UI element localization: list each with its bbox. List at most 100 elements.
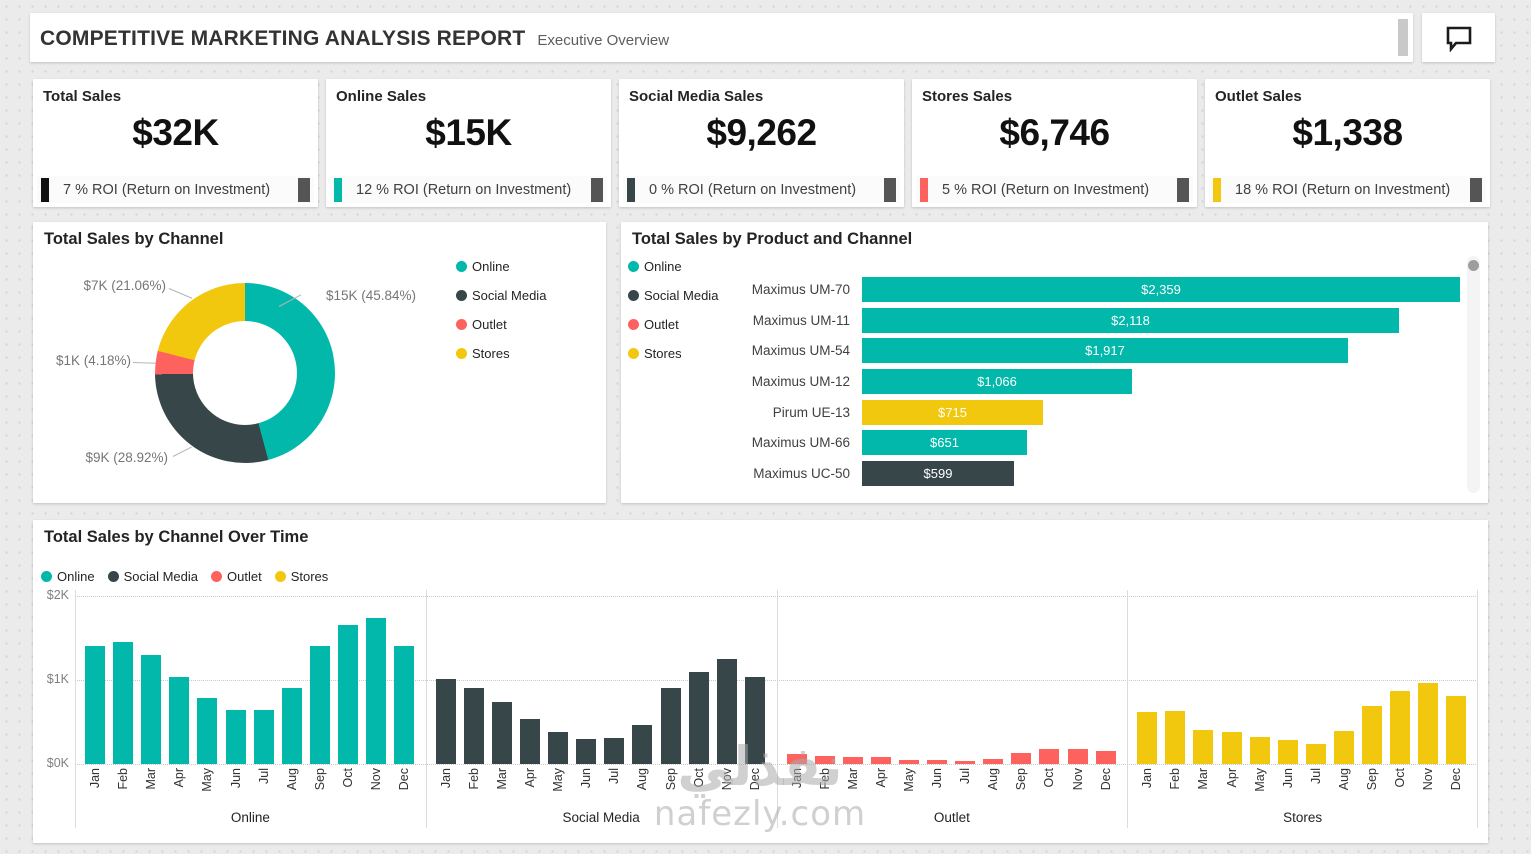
month-label: Aug — [1337, 768, 1351, 814]
kpi-card-stores-sales: Stores Sales $6,746 5 % ROI (Return on I… — [912, 79, 1197, 207]
column-bar[interactable] — [1039, 749, 1059, 764]
month-label: May — [1253, 768, 1267, 814]
product-bar[interactable]: $1,917 — [862, 338, 1348, 363]
column-bar[interactable] — [254, 710, 274, 764]
column-bar[interactable] — [843, 757, 863, 764]
column-bar[interactable] — [197, 698, 217, 764]
column-bar[interactable] — [604, 738, 624, 764]
column-bar[interactable] — [310, 646, 330, 764]
product-category-label: Pirum UE-13 — [621, 405, 862, 420]
kpi-value: $6,746 — [912, 112, 1197, 154]
column-bar[interactable] — [1250, 737, 1270, 764]
kpi-card-total-sales: Total Sales $32K 7 % ROI (Return on Inve… — [33, 79, 318, 207]
legend-item-online[interactable]: Online — [456, 252, 546, 281]
column-bar[interactable] — [717, 659, 737, 764]
legend-item-outlet[interactable]: Outlet — [211, 562, 262, 591]
roi-right-bar — [1177, 178, 1189, 202]
legend-item-outlet[interactable]: Outlet — [456, 310, 546, 339]
column-bar[interactable] — [1418, 683, 1438, 764]
column-bar[interactable] — [1068, 749, 1088, 764]
y-axis-tick: $2K — [37, 588, 69, 602]
column-bar[interactable] — [492, 702, 512, 764]
product-category-label: Maximus UM-66 — [621, 435, 862, 450]
month-label: Jun — [579, 768, 593, 814]
product-category-label: Maximus UM-12 — [621, 374, 862, 389]
product-bar[interactable]: $651 — [862, 430, 1027, 455]
column-bar[interactable] — [955, 761, 975, 764]
column-bar[interactable] — [1278, 740, 1298, 764]
column-bar[interactable] — [815, 756, 835, 764]
kpi-title: Total Sales — [33, 79, 318, 105]
column-bar[interactable] — [899, 760, 919, 764]
chart-total-sales-by-product-and-channel: Total Sales by Product and Channel Onlin… — [621, 222, 1488, 503]
column-bar[interactable] — [1362, 706, 1382, 764]
kpi-roi-text: 7 % ROI (Return on Investment) — [63, 182, 270, 198]
legend-dot-online — [456, 261, 467, 272]
column-bar[interactable] — [576, 739, 596, 764]
chart-total-sales-by-channel-over-time: Total Sales by Channel Over Time Online … — [33, 520, 1488, 843]
column-bar[interactable] — [1165, 711, 1185, 764]
column-bar[interactable] — [745, 677, 765, 764]
column-bar[interactable] — [1390, 691, 1410, 764]
column-bar[interactable] — [436, 679, 456, 764]
product-bar[interactable]: $715 — [862, 400, 1043, 425]
column-bar[interactable] — [226, 710, 246, 764]
column-bar[interactable] — [1096, 751, 1116, 764]
column-bar[interactable] — [787, 754, 807, 764]
donut-chart[interactable] — [155, 283, 335, 463]
product-bar[interactable]: $599 — [862, 461, 1014, 486]
month-label: Jul — [1309, 768, 1323, 814]
donut-label-outlet: $1K (4.18%) — [33, 353, 131, 368]
report-title: COMPETITIVE MARKETING ANALYSIS REPORT — [40, 27, 525, 51]
product-bar[interactable]: $1,066 — [862, 369, 1132, 394]
donut-label-online: $15K (45.84%) — [326, 288, 416, 303]
column-bar[interactable] — [871, 757, 891, 764]
legend-label: Outlet — [227, 569, 262, 584]
column-bar[interactable] — [548, 732, 568, 764]
column-bar[interactable] — [1193, 730, 1213, 764]
column-bar[interactable] — [282, 688, 302, 764]
donut-hole — [193, 321, 297, 425]
kpi-roi-row: 7 % ROI (Return on Investment) — [37, 176, 314, 203]
legend-item-social-media[interactable]: Social Media — [108, 562, 198, 591]
product-row: Maximus UM-11$2,118 — [621, 305, 1488, 336]
column-bar[interactable] — [394, 646, 414, 764]
product-bar[interactable]: $2,118 — [862, 308, 1399, 333]
column-bar[interactable] — [141, 655, 161, 764]
legend-dot-outlet — [211, 571, 222, 582]
comment-button[interactable] — [1422, 13, 1495, 62]
bar-value-label: $1,066 — [977, 374, 1017, 389]
column-bar[interactable] — [113, 642, 133, 764]
product-scrollbar-track[interactable] — [1467, 256, 1480, 493]
column-bar[interactable] — [1011, 753, 1031, 764]
column-bar[interactable] — [1446, 696, 1466, 764]
kpi-roi-row: 0 % ROI (Return on Investment) — [623, 176, 900, 203]
column-bar[interactable] — [689, 672, 709, 764]
legend-dot-stores — [275, 571, 286, 582]
product-scrollbar-thumb[interactable] — [1468, 260, 1479, 271]
column-bar[interactable] — [1222, 732, 1242, 764]
product-bar[interactable]: $2,359 — [862, 277, 1460, 302]
column-bar[interactable] — [927, 760, 947, 764]
legend-item-social-media[interactable]: Social Media — [456, 281, 546, 310]
legend-dot-social-media — [456, 290, 467, 301]
column-bar[interactable] — [169, 677, 189, 764]
column-bar[interactable] — [632, 725, 652, 764]
column-bar[interactable] — [85, 646, 105, 764]
month-label: May — [200, 768, 214, 814]
legend-item-stores[interactable]: Stores — [456, 339, 546, 368]
column-bar[interactable] — [1306, 744, 1326, 764]
column-bar[interactable] — [1137, 712, 1157, 764]
column-bar[interactable] — [1334, 731, 1354, 764]
header-scrollbar-thumb[interactable] — [1398, 19, 1408, 56]
column-bar[interactable] — [661, 688, 681, 764]
legend-item-stores[interactable]: Stores — [275, 562, 329, 591]
legend-item-online[interactable]: Online — [41, 562, 95, 591]
column-bar[interactable] — [366, 618, 386, 764]
column-bar[interactable] — [520, 719, 540, 764]
channel-group-label: Stores — [1127, 810, 1478, 825]
column-bar[interactable] — [983, 759, 1003, 764]
roi-accent-bar — [627, 178, 635, 202]
column-bar[interactable] — [338, 625, 358, 764]
column-bar[interactable] — [464, 688, 484, 764]
